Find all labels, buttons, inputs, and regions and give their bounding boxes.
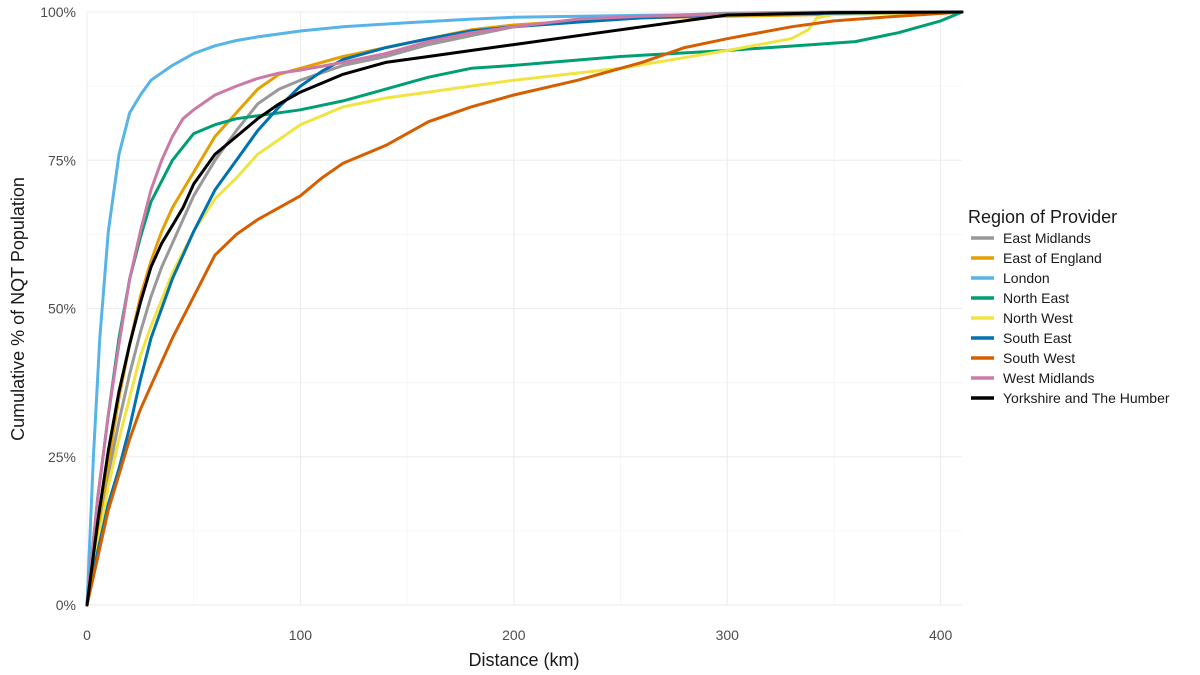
legend-item-east-of-england: East of England (971, 250, 1102, 266)
y-tick-label: 25% (48, 449, 76, 465)
legend: Region of Provider East Midlands East of … (968, 207, 1170, 406)
tick-label-layer: 0 100 200 300 400 0% 25% 50% 75% 100% (40, 4, 952, 643)
series-line-south-west (85, 10, 964, 607)
y-tick-label: 50% (48, 301, 76, 317)
legend-label-east-of-england: East of England (1003, 250, 1102, 266)
legend-label-south-west: South West (1003, 350, 1075, 366)
legend-item-south-west: South West (971, 350, 1075, 366)
x-tick-label: 0 (83, 627, 91, 643)
legend-label-north-west: North West (1003, 310, 1073, 326)
series-line-yorkshire-and-the-humber (85, 10, 964, 607)
legend-item-west-midlands: West Midlands (971, 370, 1095, 386)
y-tick-label: 100% (40, 4, 76, 20)
legend-label-london: London (1003, 270, 1050, 286)
legend-item-london: London (971, 270, 1050, 286)
legend-label-yorkshire-and-the-humber: Yorkshire and The Humber (1003, 390, 1170, 406)
legend-item-east-midlands: East Midlands (971, 230, 1091, 246)
x-tick-label: 300 (716, 627, 740, 643)
legend-item-south-east: South East (971, 330, 1072, 346)
legend-items: East Midlands East of England London North … (971, 230, 1170, 406)
legend-title: Region of Provider (968, 207, 1117, 227)
x-tick-label: 400 (929, 627, 953, 643)
x-tick-label: 100 (289, 627, 313, 643)
legend-item-yorkshire-and-the-humber: Yorkshire and The Humber (971, 390, 1170, 406)
legend-item-north-west: North West (971, 310, 1073, 326)
legend-item-north-east: North East (971, 290, 1069, 306)
y-tick-label: 0% (56, 597, 76, 613)
legend-label-south-east: South East (1003, 330, 1072, 346)
legend-label-west-midlands: West Midlands (1003, 370, 1095, 386)
grid-layer (86, 11, 962, 606)
x-tick-label: 200 (502, 627, 526, 643)
legend-label-east-midlands: East Midlands (1003, 230, 1091, 246)
legend-label-north-east: North East (1003, 290, 1069, 306)
series-line-south-east (85, 10, 964, 607)
series-line-west-midlands (85, 10, 964, 607)
series-layer (85, 10, 964, 607)
series-line-london (85, 10, 964, 607)
x-axis-title: Distance (km) (468, 650, 579, 670)
y-axis-title: Cumulative % of NQT Population (8, 177, 28, 441)
y-tick-label: 75% (48, 152, 76, 168)
series-line-north-west (85, 10, 964, 607)
